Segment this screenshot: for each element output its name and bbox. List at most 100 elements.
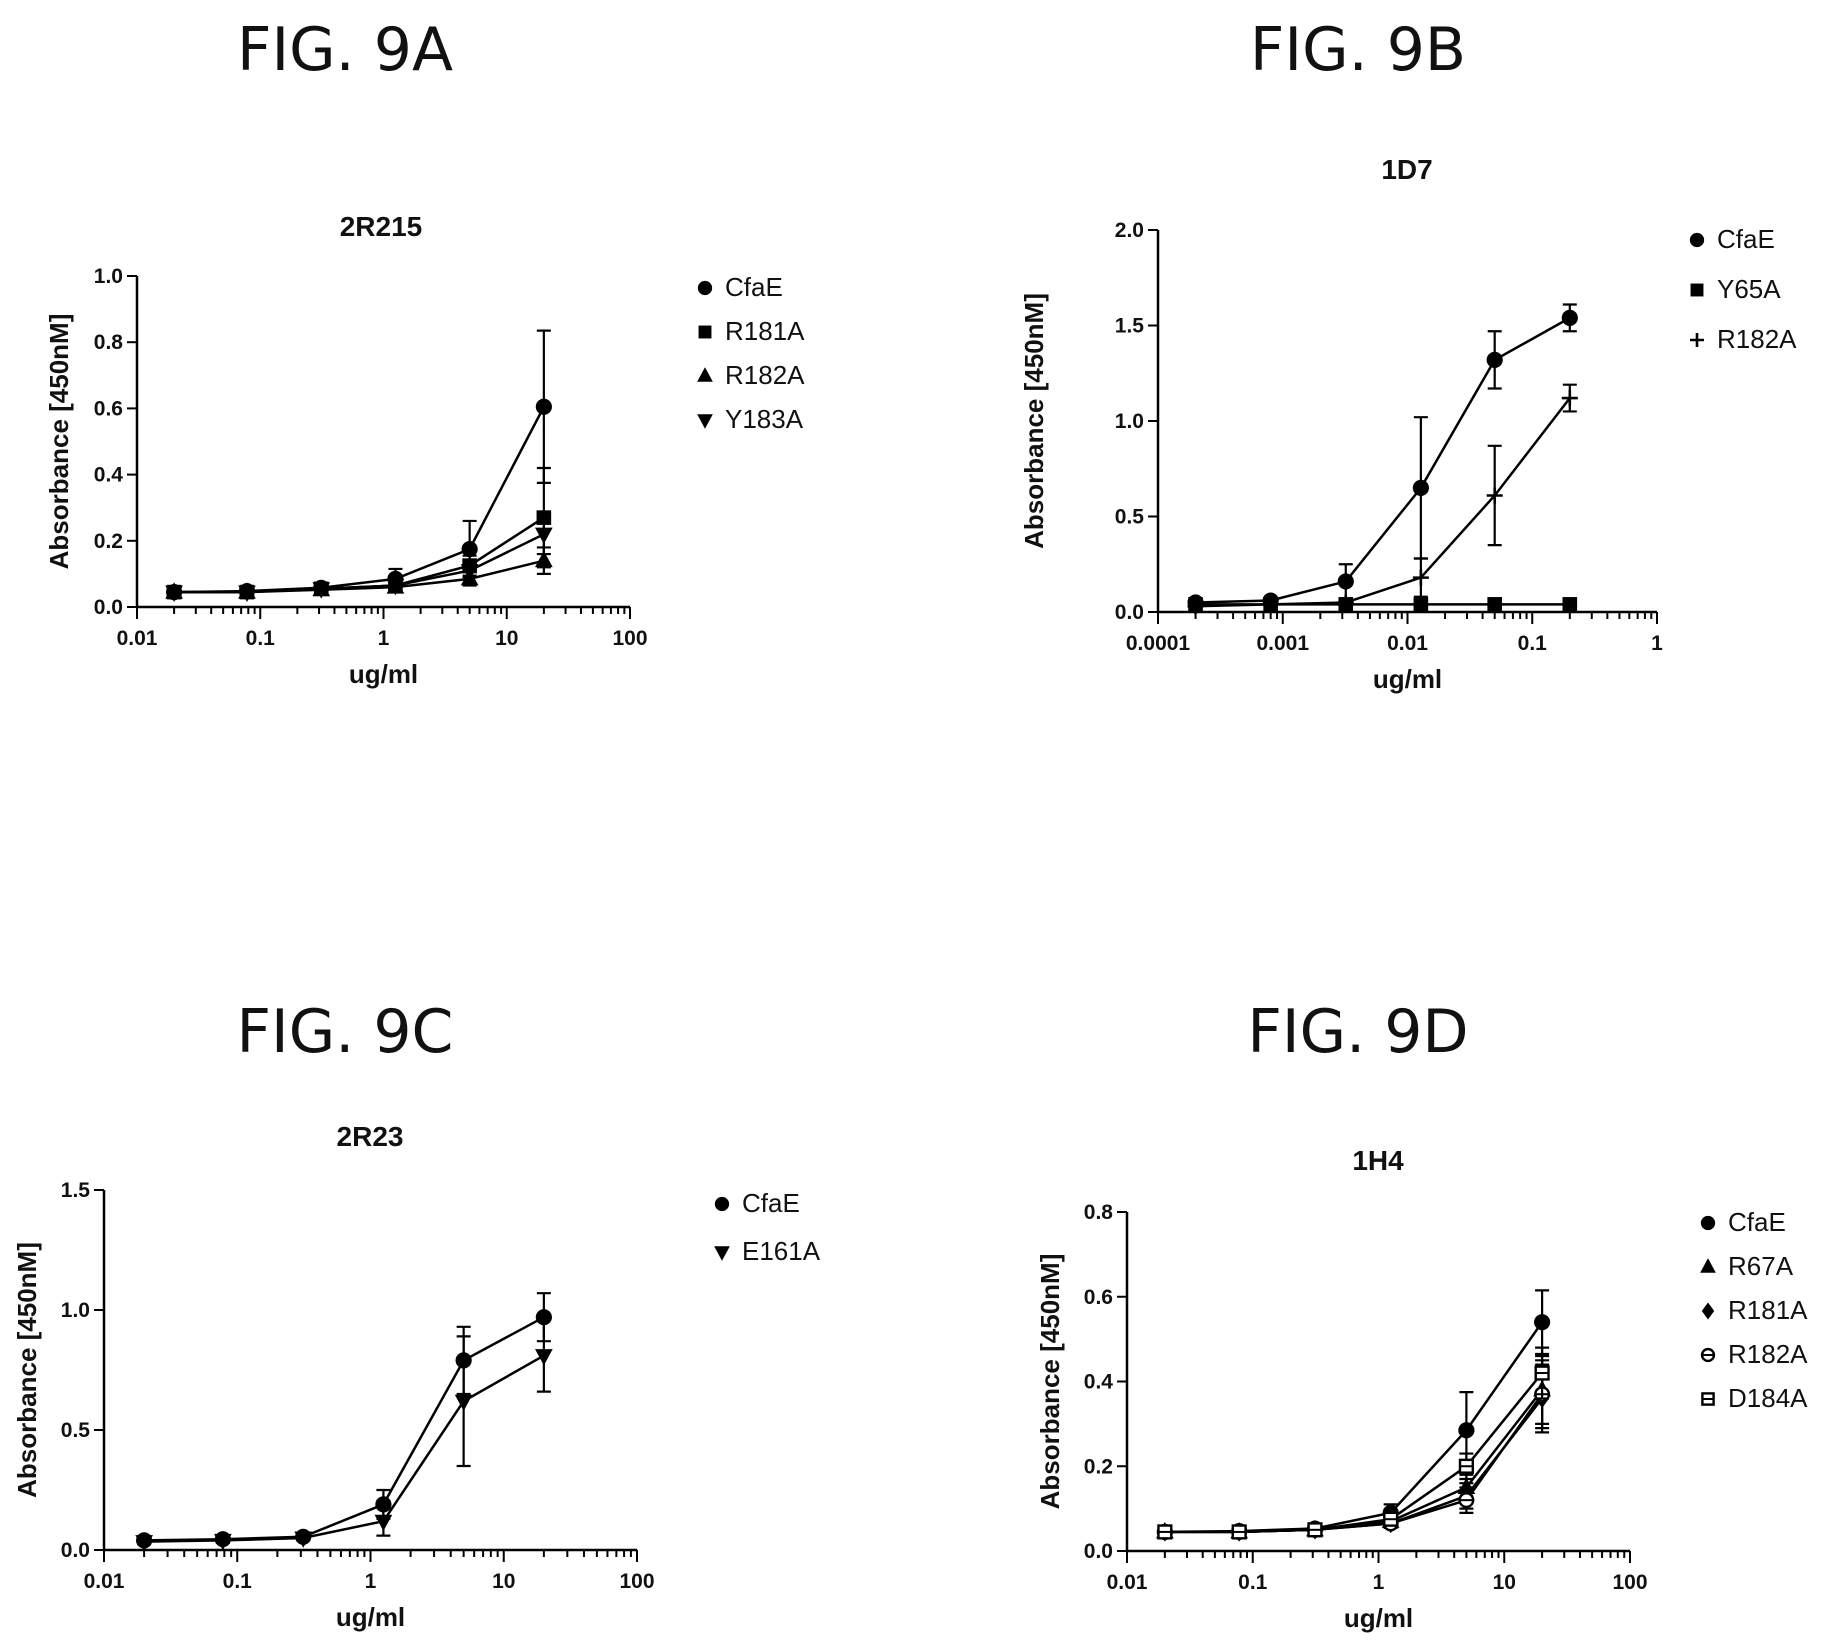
data-point [1337,594,1354,611]
legend-entry: R181A [698,316,805,346]
y-tick-label: 0.0 [94,596,123,619]
y-tick-label: 0.2 [94,530,123,553]
x-tick-label: 10 [1493,1571,1516,1594]
x-tick-label: 100 [1612,1571,1647,1594]
y-tick-label: 0.2 [1084,1455,1113,1478]
legend-marker [714,1196,730,1212]
data-point [374,1514,393,1532]
legend-marker [1690,283,1704,297]
y-tick-label: 0.4 [94,464,124,487]
y-tick-label: 1.0 [61,1299,90,1322]
series-r67a [1156,1354,1551,1539]
series-r181a [1157,1363,1550,1542]
legend-entry: R181A [1701,1295,1808,1325]
x-tick-label: 1 [378,627,390,650]
data-point [1412,479,1429,496]
legend-label: CfaE [742,1188,800,1218]
series-line [174,516,545,594]
legend-label: CfaE [1717,224,1775,254]
x-axis-label: ug/ml [349,659,418,689]
legend-marker [697,280,713,296]
data-point [1458,1422,1475,1439]
legend-marker [1701,1302,1715,1320]
x-tick-label: 0.01 [1107,1571,1148,1594]
fig-label: FIG. 9B [1250,15,1466,85]
data-point [1487,597,1502,612]
series-line [174,406,546,594]
y-tick-label: 0.8 [1084,1201,1114,1224]
x-axis-label: ug/ml [1373,664,1442,694]
legend-entry: E161A [714,1236,821,1266]
data-point [294,1531,313,1548]
legend-marker [1700,1215,1716,1231]
data-point [135,1535,153,1552]
data-point [460,564,479,581]
data-point [1458,1458,1474,1474]
y-tick-label: 0.6 [1084,1286,1113,1309]
data-point [1413,597,1429,612]
legend-entry: CfaE [697,272,783,302]
y-tick-label: 0.6 [94,397,123,420]
data-point [238,585,256,602]
data-point [1187,598,1204,615]
panel-fig-9a: FIG. 9A 2R215 0.0 0.2 0.4 0.6 0.8 1.0 0.01 0.1 1 1… [44,15,805,689]
series-line [1164,1321,1544,1534]
x-tick-label: 0.1 [246,627,276,650]
data-point [1534,1365,1550,1381]
series-d184a [1157,1346,1550,1540]
series-y183a [165,513,553,602]
data-point [1486,487,1503,504]
chart-title: 2R215 [340,211,423,242]
legend-entry: CfaE [714,1188,800,1218]
legend-label: R182A [1717,324,1797,354]
legend-marker [1700,1258,1716,1273]
legend-marker [714,1246,730,1261]
y-tick-label: 1.0 [1115,410,1144,433]
legend-label: Y183A [725,404,804,434]
data-point [1562,597,1578,612]
y-axis-label: Absorbance [450nM] [44,314,74,570]
data-point [535,398,552,415]
data-point [535,550,553,568]
series-line [144,1316,545,1542]
data-point [1561,309,1578,326]
legend-entry: R67A [1700,1251,1794,1281]
x-tick-label: 1 [1651,632,1663,655]
legend-marker [1689,232,1705,248]
panel-fig-9c: FIG. 9C 2R23 0.0 0.5 1.0 1.5 0.01 0.1 1 10 100 ug/… [12,997,821,1632]
legend-entry: Y65A [1690,274,1781,304]
y-tick-label: 0.0 [1115,601,1144,624]
data-point [1157,1524,1173,1540]
y-tick-label: 0.4 [1084,1371,1114,1394]
data-point [454,1394,473,1412]
legend-label: R67A [1728,1251,1794,1281]
x-tick-label: 0.1 [223,1570,253,1593]
legend-label: R181A [1728,1295,1808,1325]
series-line [1195,316,1571,604]
data-point [1486,351,1503,368]
legend-entry: CfaE [1689,224,1775,254]
x-tick-label: 10 [492,1570,515,1593]
data-point [1337,573,1354,590]
data-point [1534,1314,1551,1331]
legend-entry: CfaE [1700,1207,1786,1237]
series-line [1164,1372,1544,1534]
data-point [461,540,478,558]
data-point [535,527,553,545]
chart-title: 2R23 [337,1121,404,1152]
data-point [1458,1492,1475,1509]
legend-label: CfaE [1728,1207,1786,1237]
x-axis-label: ug/ml [336,1602,405,1632]
legend-marker [1700,1347,1716,1363]
y-axis-label: Absorbance [450nM] [12,1242,42,1498]
series-line [1164,1397,1544,1534]
data-point [1307,1522,1323,1538]
y-tick-label: 0.5 [1115,506,1145,529]
y-tick-label: 1.5 [1115,315,1145,338]
legend-marker [698,325,712,339]
panel-fig-9b: FIG. 9B 1D7 0.0 0.5 1.0 1.5 2.0 0.0001 0.001 0.0… [1019,15,1797,694]
x-axis-label: ug/ml [1344,1603,1413,1633]
legend-marker [1701,1392,1715,1406]
x-tick-label: 0.01 [84,1570,125,1593]
